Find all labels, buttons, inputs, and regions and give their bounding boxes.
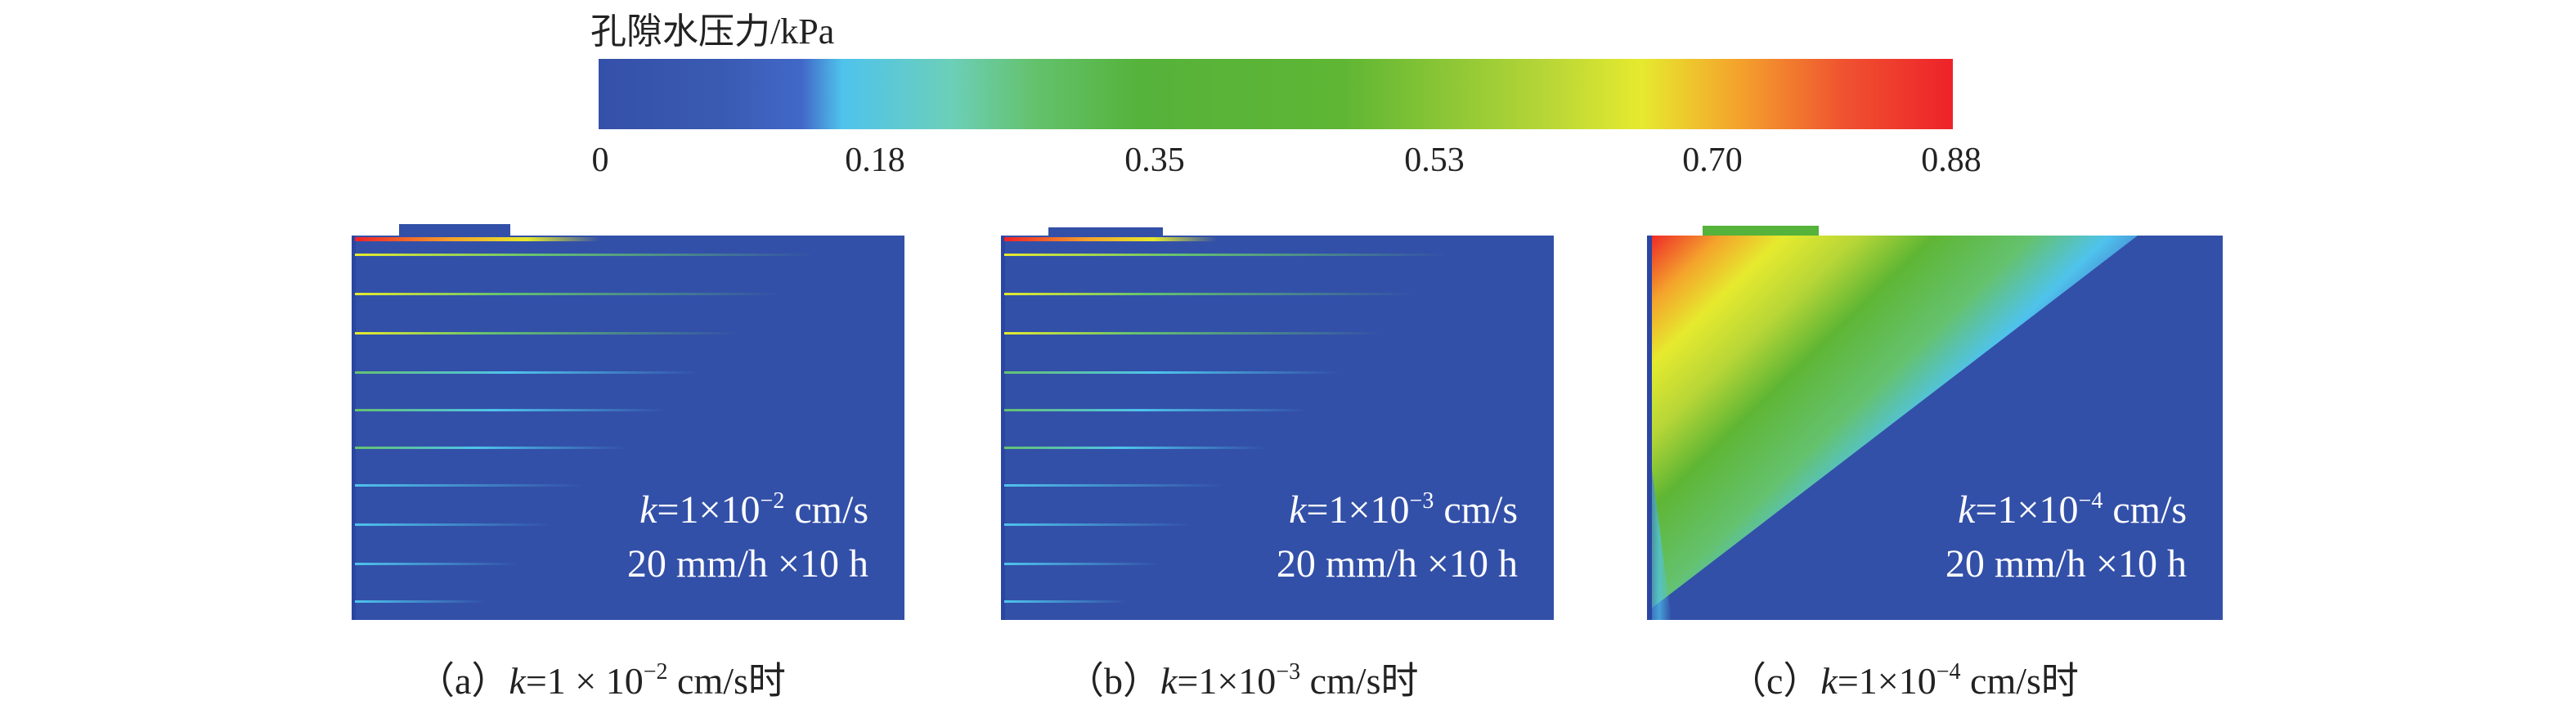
colorbar-title: 孔隙水压力/kPa <box>590 11 835 52</box>
panel-b-stripe <box>1004 563 1160 565</box>
colorbar-tick: 0.70 <box>1682 141 1743 179</box>
panel-b-left-boundary <box>1001 236 1005 620</box>
panel-b-stripe <box>1004 332 1380 335</box>
panel-a-left-boundary <box>352 236 356 620</box>
panel-a-stripe <box>355 563 518 565</box>
panel-a-stripe <box>355 523 551 526</box>
panel-a-stripe <box>355 409 666 411</box>
colorbar-tick: 0.35 <box>1124 141 1185 179</box>
panel-b-permeability-label: k=1×10−3 cm/s <box>1289 488 1518 532</box>
panel-a-surface-load <box>399 224 510 237</box>
panel-c-caption: （c）k=1×10−4 cm/s时 <box>1729 659 2079 702</box>
colorbar <box>599 59 1953 129</box>
panel-a-stripe <box>355 484 584 487</box>
panel-a-stripe <box>355 600 486 603</box>
panel-a-caption: （a）k=1 × 10−2 cm/s时 <box>417 659 786 702</box>
panel-a-stripe <box>355 237 600 241</box>
panel-b-caption: （b）k=1×10−3 cm/s时 <box>1066 659 1419 702</box>
colorbar-tick: 0 <box>591 141 609 179</box>
panel-c-contour: k=1×10−4 cm/s 20 mm/h ×10 h <box>1647 236 2223 620</box>
panel-a-stripe <box>355 332 739 335</box>
panel-c-rainfall-label: 20 mm/h ×10 h <box>1945 542 2187 586</box>
panel-b-stripe <box>1004 409 1307 411</box>
panel-a-stripe <box>355 293 780 295</box>
colorbar-tick: 0.18 <box>845 141 905 179</box>
panel-b-stripe <box>1004 254 1446 256</box>
panel-a-stripe <box>355 371 698 374</box>
panel-b-stripe <box>1004 447 1266 449</box>
panel-a-stripe <box>355 447 625 449</box>
panel-b-stripe <box>1004 293 1413 295</box>
panel-b-rainfall-label: 20 mm/h ×10 h <box>1276 542 1518 586</box>
panel-a-stripe <box>355 254 813 256</box>
panel-c-pressure-field <box>1647 236 2223 620</box>
panel-b-stripe <box>1004 484 1225 487</box>
panel-b-stripe <box>1004 237 1217 241</box>
panel-b-stripe <box>1004 371 1340 374</box>
panel-a-permeability-label: k=1×10−2 cm/s <box>640 488 868 532</box>
panel-a-contour: k=1×10−2 cm/s 20 mm/h ×10 h <box>352 236 904 620</box>
panel-c-permeability-label: k=1×10−4 cm/s <box>1958 488 2187 532</box>
colorbar-tick: 0.53 <box>1404 141 1465 179</box>
panel-b-stripe <box>1004 523 1192 526</box>
panel-b-contour: k=1×10−3 cm/s 20 mm/h ×10 h <box>1001 236 1554 620</box>
panel-a-rainfall-label: 20 mm/h ×10 h <box>626 542 868 586</box>
colorbar-tick: 0.88 <box>1921 141 1981 179</box>
panel-b-stripe <box>1004 600 1127 603</box>
